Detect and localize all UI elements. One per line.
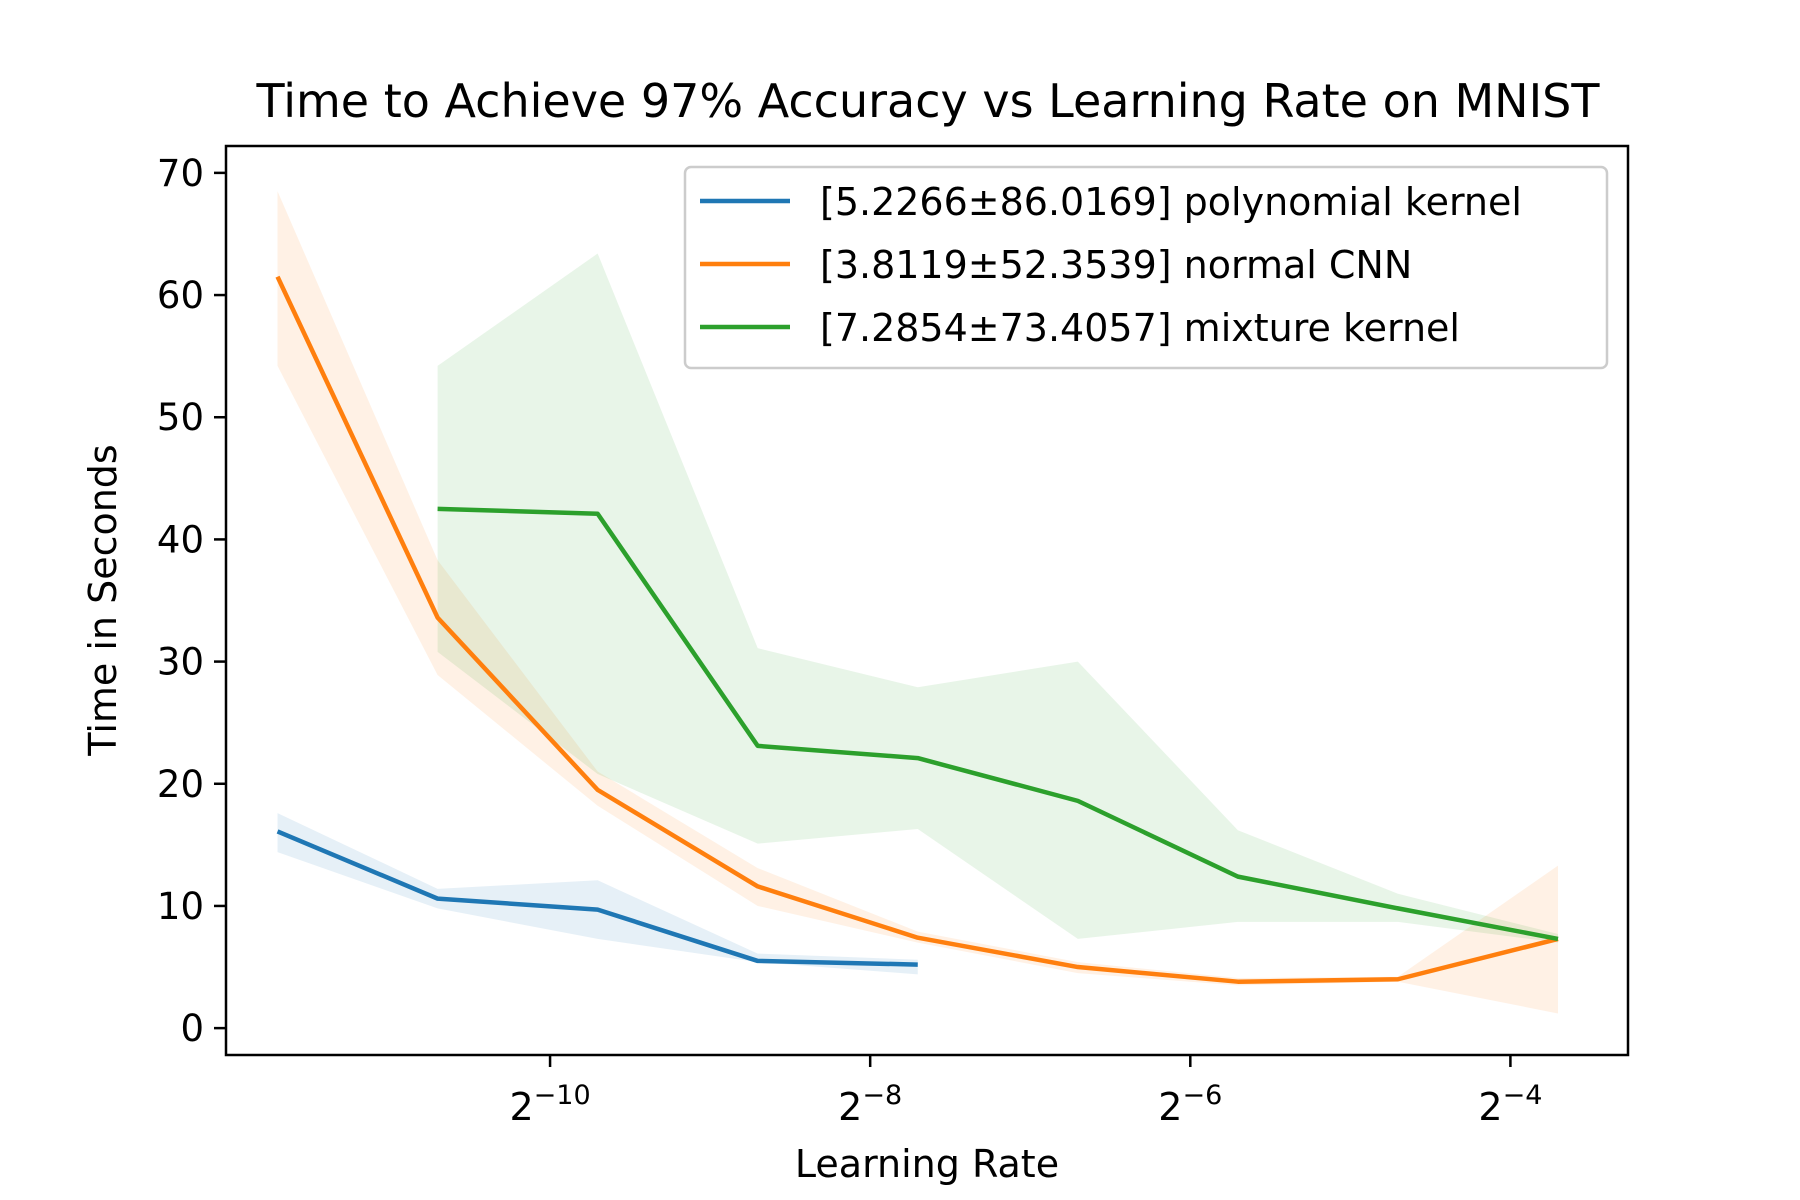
x-tick-exponent: −10 — [534, 1080, 591, 1111]
x-tick-base: 2 — [1158, 1085, 1182, 1129]
y-tick-label: 0 — [180, 1007, 204, 1050]
chart-title: Time to Achieve 97% Accuracy vs Learning… — [256, 74, 1601, 128]
x-axis: 2−10 2−8 2−6 2−4 — [509, 1055, 1542, 1129]
x-tick-exponent: −8 — [862, 1080, 902, 1111]
y-tick-label: 40 — [157, 518, 204, 561]
y-tick-label: 70 — [157, 152, 204, 195]
legend-label: [5.2266±86.0169] polynomial kernel — [820, 180, 1522, 224]
legend-box — [683, 165, 1609, 370]
y-tick-label: 30 — [157, 641, 204, 684]
y-tick-label: 20 — [157, 763, 204, 806]
x-axis-label: Learning Rate — [795, 1142, 1059, 1186]
x-tick-exponent: −4 — [1503, 1080, 1543, 1111]
x-tick-base: 2 — [509, 1085, 533, 1129]
y-tick-label: 50 — [157, 396, 204, 439]
confidence-bands — [277, 191, 1558, 1014]
y-axis-label: Time in Seconds — [81, 444, 125, 756]
x-tick-exponent: −6 — [1182, 1080, 1222, 1111]
y-tick-label: 10 — [157, 885, 204, 928]
y-axis: 0 10 20 30 40 50 60 70 — [157, 152, 226, 1050]
x-tick-base: 2 — [838, 1085, 862, 1129]
series-line — [437, 506, 1559, 942]
legend-label: [3.8119±52.3539] normal CNN — [820, 243, 1412, 287]
series-lines — [275, 275, 1559, 984]
series-line — [276, 829, 918, 967]
confidence-band — [277, 813, 918, 975]
legend-label: [7.2854±73.4057] mixture kernel — [820, 306, 1460, 350]
x-tick-base: 2 — [1478, 1085, 1502, 1129]
plot-area-frame — [224, 144, 1630, 1057]
legend: [5.2266±86.0169] polynomial kernel [3.811… — [683, 165, 1609, 370]
x-tick-label: 2−4 — [1478, 1080, 1542, 1129]
y-tick-label: 60 — [157, 274, 204, 317]
series-line — [275, 275, 1559, 984]
x-tick-label: 2−10 — [509, 1080, 590, 1129]
confidence-band — [437, 253, 1558, 943]
x-tick-label: 2−8 — [838, 1080, 902, 1129]
x-tick-label: 2−6 — [1158, 1080, 1222, 1129]
